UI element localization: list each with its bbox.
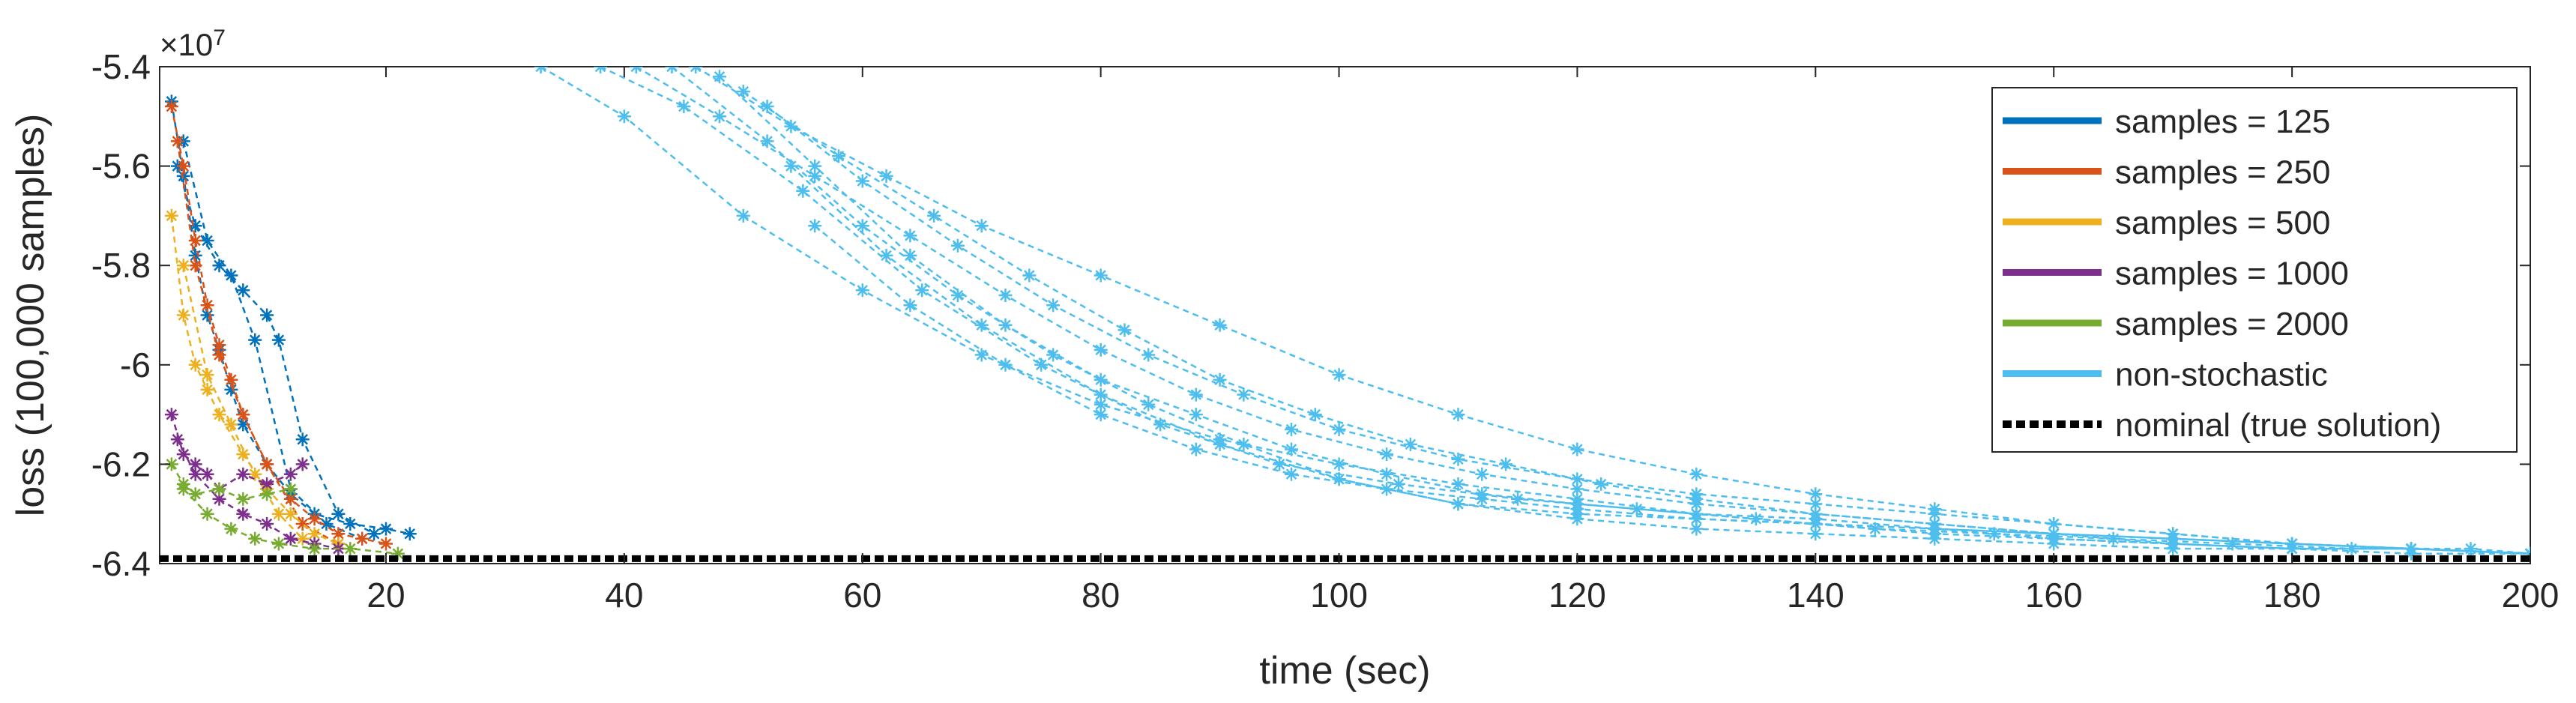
y-tick-label: -6.4 (91, 544, 151, 583)
legend-item: nominal (true solution) (2003, 407, 2441, 444)
x-axis-label: time (sec) (1259, 649, 1430, 693)
legend-item: samples = 125 (2003, 103, 2330, 140)
legend-item: samples = 1000 (2003, 256, 2349, 292)
series-markers (176, 259, 310, 546)
legend-label: samples = 250 (2115, 154, 2330, 191)
legend-item: samples = 500 (2003, 205, 2330, 241)
y-tick-label: -5.6 (91, 147, 151, 186)
y-tick-label: -5.8 (91, 246, 151, 285)
legend: samples = 125 samples = 250 samples = 500 s… (1991, 87, 2518, 453)
legend-items: samples = 125 samples = 250 samples = 500 s… (2003, 103, 2441, 444)
legend-label: samples = 500 (2115, 205, 2330, 241)
series-line (695, 67, 2530, 555)
series-markers (176, 482, 405, 561)
legend-item: samples = 2000 (2003, 306, 2349, 343)
y-tick-label: -5.4 (91, 47, 151, 86)
x-tick-label: 120 (1548, 576, 1606, 615)
legend-item: samples = 250 (2003, 154, 2330, 191)
series-line (719, 76, 2530, 555)
x-tick-label: 20 (367, 576, 405, 615)
legend-label: samples = 2000 (2115, 306, 2349, 343)
series-4 (164, 457, 405, 561)
y-axis-label: loss (100,000 samples) (9, 114, 52, 517)
series-line (540, 67, 2530, 555)
legend-box (1991, 87, 2518, 453)
x-tick-label: 140 (1787, 576, 1844, 615)
series-markers (808, 219, 2530, 561)
series-line (790, 165, 2530, 555)
series-line (176, 166, 375, 535)
x-tick-label: 200 (2502, 576, 2560, 615)
legend-label: nominal (true solution) (2115, 407, 2441, 444)
legend-label: non-stochastic (2115, 357, 2328, 393)
series-5 (534, 67, 2530, 561)
x-tick-label: 160 (2025, 576, 2083, 615)
x-axis-ticks: 20 40 60 80 100 120 140 160 180 200 (367, 67, 2559, 615)
y-axis-ticks: -6.4 -6.2 -6 -5.8 -5.6 -5.4 (91, 47, 2530, 583)
y-tick-label: -6 (120, 346, 151, 384)
x-tick-label: 100 (1310, 576, 1368, 615)
series-layer (160, 67, 2530, 562)
x-tick-label: 40 (605, 576, 643, 615)
x-tick-label: 80 (1082, 576, 1120, 615)
x-tick-label: 60 (843, 576, 881, 615)
series-2 (164, 208, 346, 551)
y-axis-exponent-power: 7 (213, 25, 226, 50)
y-axis-exponent-base: ×10 (160, 27, 213, 62)
legend-label: samples = 1000 (2115, 256, 2349, 292)
x-tick-label: 180 (2263, 576, 2321, 615)
y-axis-exponent: ×107 (160, 25, 226, 62)
y-tick-label: -6.2 (91, 444, 151, 483)
legend-label: samples = 125 (2115, 103, 2330, 140)
legend-item: non-stochastic (2003, 357, 2328, 393)
